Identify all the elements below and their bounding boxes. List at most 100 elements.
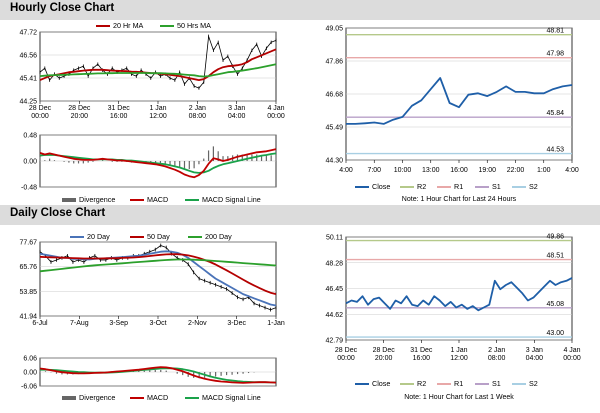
hourly-price-legend-label: 20 Hr MA — [113, 21, 144, 30]
daily-close-legend-label: Close — [372, 379, 390, 388]
hourly-close-x-tick-label: 4:00 — [339, 167, 353, 174]
hourly-close-level-label-r2: 48.81 — [546, 28, 564, 35]
daily-price-x-tick-label: 2-Nov — [188, 320, 207, 327]
daily-macd-legend-label: MACD Signal Line — [202, 393, 261, 402]
daily-close-close-line — [345, 277, 573, 312]
hourly-close-level-label-r1: 47.98 — [546, 51, 564, 58]
hourly-price-x-tick-label-time: 00:00 — [31, 113, 49, 120]
daily-price-legend-label: 200 Day — [205, 232, 232, 241]
daily-close-x-tick-label: 28 Dec — [335, 347, 358, 354]
daily-price-y-tick-label: 77.67 — [19, 240, 37, 247]
daily-close-x-tick-label-time: 20:00 — [375, 355, 393, 362]
daily-macd-y-tick-label: 0.00 — [23, 370, 37, 377]
hourly-close-x-tick-label: 4:00 — [565, 167, 579, 174]
hourly-macd-legend-swatch — [62, 198, 76, 202]
hourly-close-x-tick-label: 1:00 — [537, 167, 551, 174]
hourly-close-close-line — [346, 77, 573, 125]
daily-close-x-tick-label: 4 Jan — [563, 347, 580, 354]
daily-price-x-tick-label: 3-Dec — [227, 320, 246, 327]
daily-macd-legend-label: MACD — [147, 393, 168, 402]
hourly-close-legend-label: S2 — [529, 182, 538, 191]
hourly-price-y-tick-label: 46.56 — [19, 53, 37, 60]
daily-close-level-label-r1: 48.51 — [546, 253, 564, 260]
hourly-price-x-tick-label: 1 Jan — [149, 105, 166, 112]
daily-close-level-label-s2: 43.00 — [546, 330, 564, 337]
hourly-close-x-tick-label: 13:00 — [422, 167, 440, 174]
daily-close-x-tick-label-time: 00:00 — [337, 355, 355, 362]
hourly-price-x-tick-label: 28 Dec — [29, 105, 52, 112]
daily-close-x-tick-label: 2 Jan — [488, 347, 505, 354]
daily-close-x-tick-label: 28 Dec — [373, 347, 396, 354]
daily-close-x-tick-label: 3 Jan — [526, 347, 543, 354]
daily-macd-legend-label: Divergence — [79, 393, 115, 402]
hourly-close-y-tick-label: 44.30 — [325, 158, 343, 165]
daily-macd-macd-line — [39, 366, 277, 384]
daily-price-x-tick-label: 7-Aug — [70, 320, 89, 327]
daily-close-x-tick-label-time: 08:00 — [488, 355, 506, 362]
hourly-close-note: Note: 1 Hour Chart for Last 24 Hours — [402, 196, 517, 203]
daily-price-ma-line — [39, 253, 277, 295]
hourly-close-y-tick-label: 47.86 — [325, 59, 343, 66]
hourly-price-x-tick-label-time: 12:00 — [149, 113, 167, 120]
hourly-price-x-tick-label-time: 08:00 — [189, 113, 207, 120]
daily-price-legend-label: 20 Day — [87, 232, 110, 241]
hourly-close-legend-label: Close — [372, 182, 390, 191]
daily-close-x-tick-label-time: 16:00 — [413, 355, 431, 362]
hourly-close-level-label-s2: 44.53 — [546, 147, 564, 154]
daily-price-ma-line — [39, 258, 277, 273]
hourly-macd-y-tick-label: -0.48 — [21, 185, 37, 192]
hourly-close-legend-label: R2 — [417, 182, 426, 191]
hourly-close-x-tick-label: 16:00 — [450, 167, 468, 174]
daily-close-x-tick-label-time: 04:00 — [526, 355, 544, 362]
daily-close-x-tick-label: 1 Jan — [450, 347, 467, 354]
daily-price-price-line — [39, 245, 277, 311]
daily-macd-y-tick-label: -6.06 — [21, 384, 37, 391]
hourly-macd-signal-line — [39, 152, 277, 174]
hourly-price-y-tick-label: 45.41 — [19, 76, 37, 83]
hourly-price-x-tick-label: 28 Dec — [68, 105, 91, 112]
hourly-price-y-tick-label: 44.25 — [19, 99, 37, 106]
daily-close-y-tick-label: 44.62 — [325, 312, 343, 319]
daily-close-x-tick-label: 31 Dec — [410, 347, 433, 354]
hourly-macd-legend-label: Divergence — [79, 195, 115, 204]
daily-close-x-tick-label-time: 12:00 — [450, 355, 468, 362]
hourly-price-y-tick-label: 47.72 — [19, 30, 37, 37]
hourly-section-header: Hourly Close Chart — [0, 0, 600, 20]
hourly-price-x-tick-label: 3 Jan — [228, 105, 245, 112]
hourly-section-title: Hourly Close Chart — [10, 2, 115, 14]
daily-price-y-tick-label: 53.85 — [19, 289, 37, 296]
hourly-close-y-tick-label: 45.49 — [325, 125, 343, 132]
hourly-price-x-tick-label: 31 Dec — [108, 105, 131, 112]
hourly-close-level-label-s1: 45.84 — [546, 110, 564, 117]
daily-price-x-tick-label: 3-Sep — [109, 320, 128, 327]
hourly-price-x-tick-label-time: 20:00 — [71, 113, 89, 120]
daily-price-x-tick-label: 3-Oct — [149, 320, 166, 327]
hourly-macd-y-tick-label: 0.00 — [23, 159, 37, 166]
hourly-close-y-tick-label: 49.05 — [325, 26, 343, 33]
daily-close-y-tick-label: 48.28 — [325, 260, 343, 267]
daily-section-title: Daily Close Chart — [10, 207, 106, 219]
daily-macd-legend-swatch — [62, 396, 76, 400]
hourly-close-legend-label: S1 — [492, 182, 501, 191]
daily-macd-y-tick-label: 6.06 — [23, 356, 37, 363]
hourly-price-legend-label: 50 Hrs MA — [177, 21, 211, 30]
daily-close-legend-label: R1 — [454, 379, 463, 388]
hourly-macd-legend-label: MACD Signal Line — [202, 195, 261, 204]
hourly-close-x-tick-label: 7:00 — [367, 167, 381, 174]
daily-close-level-label-r2: 49.86 — [546, 234, 564, 241]
daily-close-y-tick-label: 46.45 — [325, 286, 343, 293]
hourly-close-x-tick-label: 10:00 — [394, 167, 412, 174]
daily-price-x-tick-label: 1-Jan — [267, 320, 285, 327]
hourly-macd-legend-label: MACD — [147, 195, 168, 204]
daily-close-legend-label: R2 — [417, 379, 426, 388]
daily-close-legend-label: S1 — [492, 379, 501, 388]
hourly-close-y-tick-label: 46.68 — [325, 92, 343, 99]
daily-close-y-tick-label: 42.79 — [325, 338, 343, 345]
hourly-price-plot-area — [39, 31, 277, 102]
daily-close-level-label-s1: 45.08 — [546, 301, 564, 308]
daily-price-legend-label: 50 Day — [147, 232, 170, 241]
hourly-close-legend-label: R1 — [454, 182, 463, 191]
daily-close-legend-label: S2 — [529, 379, 538, 388]
daily-macd-signal-line — [40, 367, 276, 384]
